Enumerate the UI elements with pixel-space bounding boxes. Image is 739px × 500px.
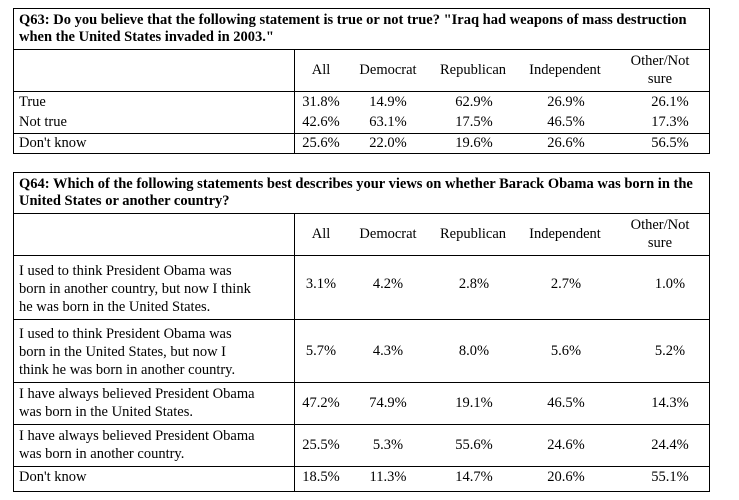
row-label-line3: think he was born in another country. <box>19 362 236 378</box>
cell-all: 25.5% <box>302 437 340 453</box>
cell-all: 42.6% <box>302 114 340 130</box>
q64-col-republican: Republican <box>439 226 507 242</box>
cell-democrat: 4.2% <box>372 276 404 292</box>
q64-col-other-line1: Other/Not <box>630 217 690 233</box>
cell-republican: 55.6% <box>455 437 493 453</box>
table-row: I have always believed President Obama w… <box>14 382 709 424</box>
q63-col-republican: Republican <box>439 62 507 78</box>
table-row: Don't know 25.6% 22.0% 19.6% 26.6% 56.5% <box>14 133 709 153</box>
q63-table: Q63: Do you believe that the following s… <box>13 8 710 154</box>
cell-republican: 19.6% <box>455 135 493 151</box>
row-label-line1: I have always believed President Obama <box>19 386 255 402</box>
cell-all: 25.6% <box>302 135 340 151</box>
cell-other: 56.5% <box>651 135 689 151</box>
q64-col-divider <box>294 214 295 255</box>
row-label-line1: I used to think President Obama was <box>19 326 232 342</box>
table-row: Don't know 18.5% 11.3% 14.7% 20.6% 55.1% <box>14 466 709 487</box>
row-label: Don't know <box>19 135 87 151</box>
row-label-line2: born in the United States, but now I <box>19 344 227 360</box>
q63-body: True 31.8% 14.9% 62.9% 26.9% 26.1% Not t… <box>14 92 709 153</box>
row-label-line1: I used to think President Obama was <box>19 263 232 279</box>
cell-independent: 26.9% <box>547 94 585 110</box>
cell-democrat: 5.3% <box>372 437 404 453</box>
cell-republican: 62.9% <box>455 94 493 110</box>
row-label-line2: was born in the United States. <box>19 404 193 420</box>
cell-other: 14.3% <box>651 395 689 411</box>
q63-col-other-line1: Other/Not <box>630 53 690 69</box>
cell-all: 5.7% <box>305 343 337 359</box>
q64-col-other-line2: sure <box>647 235 673 251</box>
cell-republican: 14.7% <box>455 469 493 485</box>
cell-independent: 5.6% <box>550 343 582 359</box>
cell-all: 18.5% <box>302 469 340 485</box>
q64-table: Q64: Which of the following statements b… <box>13 172 710 492</box>
row-label-line1: I have always believed President Obama <box>19 428 255 444</box>
q64-header-row: All Democrat Republican Independent Othe… <box>14 214 709 256</box>
q63-body-divider <box>294 92 295 153</box>
cell-independent: 2.7% <box>550 276 582 292</box>
q64-body: I used to think President Obama was born… <box>14 256 709 491</box>
row-label-line2: born in another country, but now I think <box>19 281 251 297</box>
q64-col-all: All <box>311 226 331 242</box>
cell-other: 26.1% <box>651 94 689 110</box>
row-label: True <box>19 94 46 110</box>
cell-democrat: 22.0% <box>369 135 407 151</box>
q64-body-divider <box>294 256 295 491</box>
table-row: True 31.8% 14.9% 62.9% 26.9% 26.1% <box>14 92 709 113</box>
q63-header-row: All Democrat Republican Independent Othe… <box>14 50 709 92</box>
q63-col-independent: Independent <box>529 62 601 78</box>
cell-republican: 17.5% <box>455 114 493 130</box>
row-label-line2: was born in another country. <box>19 446 185 462</box>
cell-all: 3.1% <box>305 276 337 292</box>
row-label: Not true <box>19 114 67 130</box>
cell-all: 47.2% <box>302 395 340 411</box>
cell-democrat: 4.3% <box>372 343 404 359</box>
table-row: I used to think President Obama was born… <box>14 319 709 382</box>
cell-all: 31.8% <box>302 94 340 110</box>
cell-other: 17.3% <box>651 114 689 130</box>
cell-republican: 8.0% <box>458 343 490 359</box>
q63-question: Q63: Do you believe that the following s… <box>14 9 709 50</box>
cell-independent: 46.5% <box>547 114 585 130</box>
cell-republican: 2.8% <box>458 276 490 292</box>
cell-independent: 26.6% <box>547 135 585 151</box>
q64-question: Q64: Which of the following statements b… <box>14 173 709 214</box>
cell-independent: 24.6% <box>547 437 585 453</box>
cell-democrat: 14.9% <box>369 94 407 110</box>
q64-col-democrat: Democrat <box>359 226 417 242</box>
q63-col-democrat: Democrat <box>359 62 417 78</box>
cell-other: 1.0% <box>654 276 686 292</box>
cell-democrat: 11.3% <box>369 469 407 485</box>
q63-col-all: All <box>311 62 331 78</box>
cell-democrat: 63.1% <box>369 114 407 130</box>
table-row: I have always believed President Obama w… <box>14 424 709 466</box>
table-row: Not true 42.6% 63.1% 17.5% 46.5% 17.3% <box>14 113 709 133</box>
cell-other: 5.2% <box>654 343 686 359</box>
q64-col-independent: Independent <box>529 226 601 242</box>
table-row: I used to think President Obama was born… <box>14 256 709 319</box>
cell-democrat: 74.9% <box>369 395 407 411</box>
row-label: Don't know <box>19 469 87 485</box>
cell-other: 24.4% <box>651 437 689 453</box>
q63-col-other-line2: sure <box>647 71 673 87</box>
cell-republican: 19.1% <box>455 395 493 411</box>
cell-independent: 46.5% <box>547 395 585 411</box>
row-label-line3: he was born in the United States. <box>19 299 211 315</box>
cell-other: 55.1% <box>651 469 689 485</box>
cell-independent: 20.6% <box>547 469 585 485</box>
q63-col-divider <box>294 50 295 91</box>
